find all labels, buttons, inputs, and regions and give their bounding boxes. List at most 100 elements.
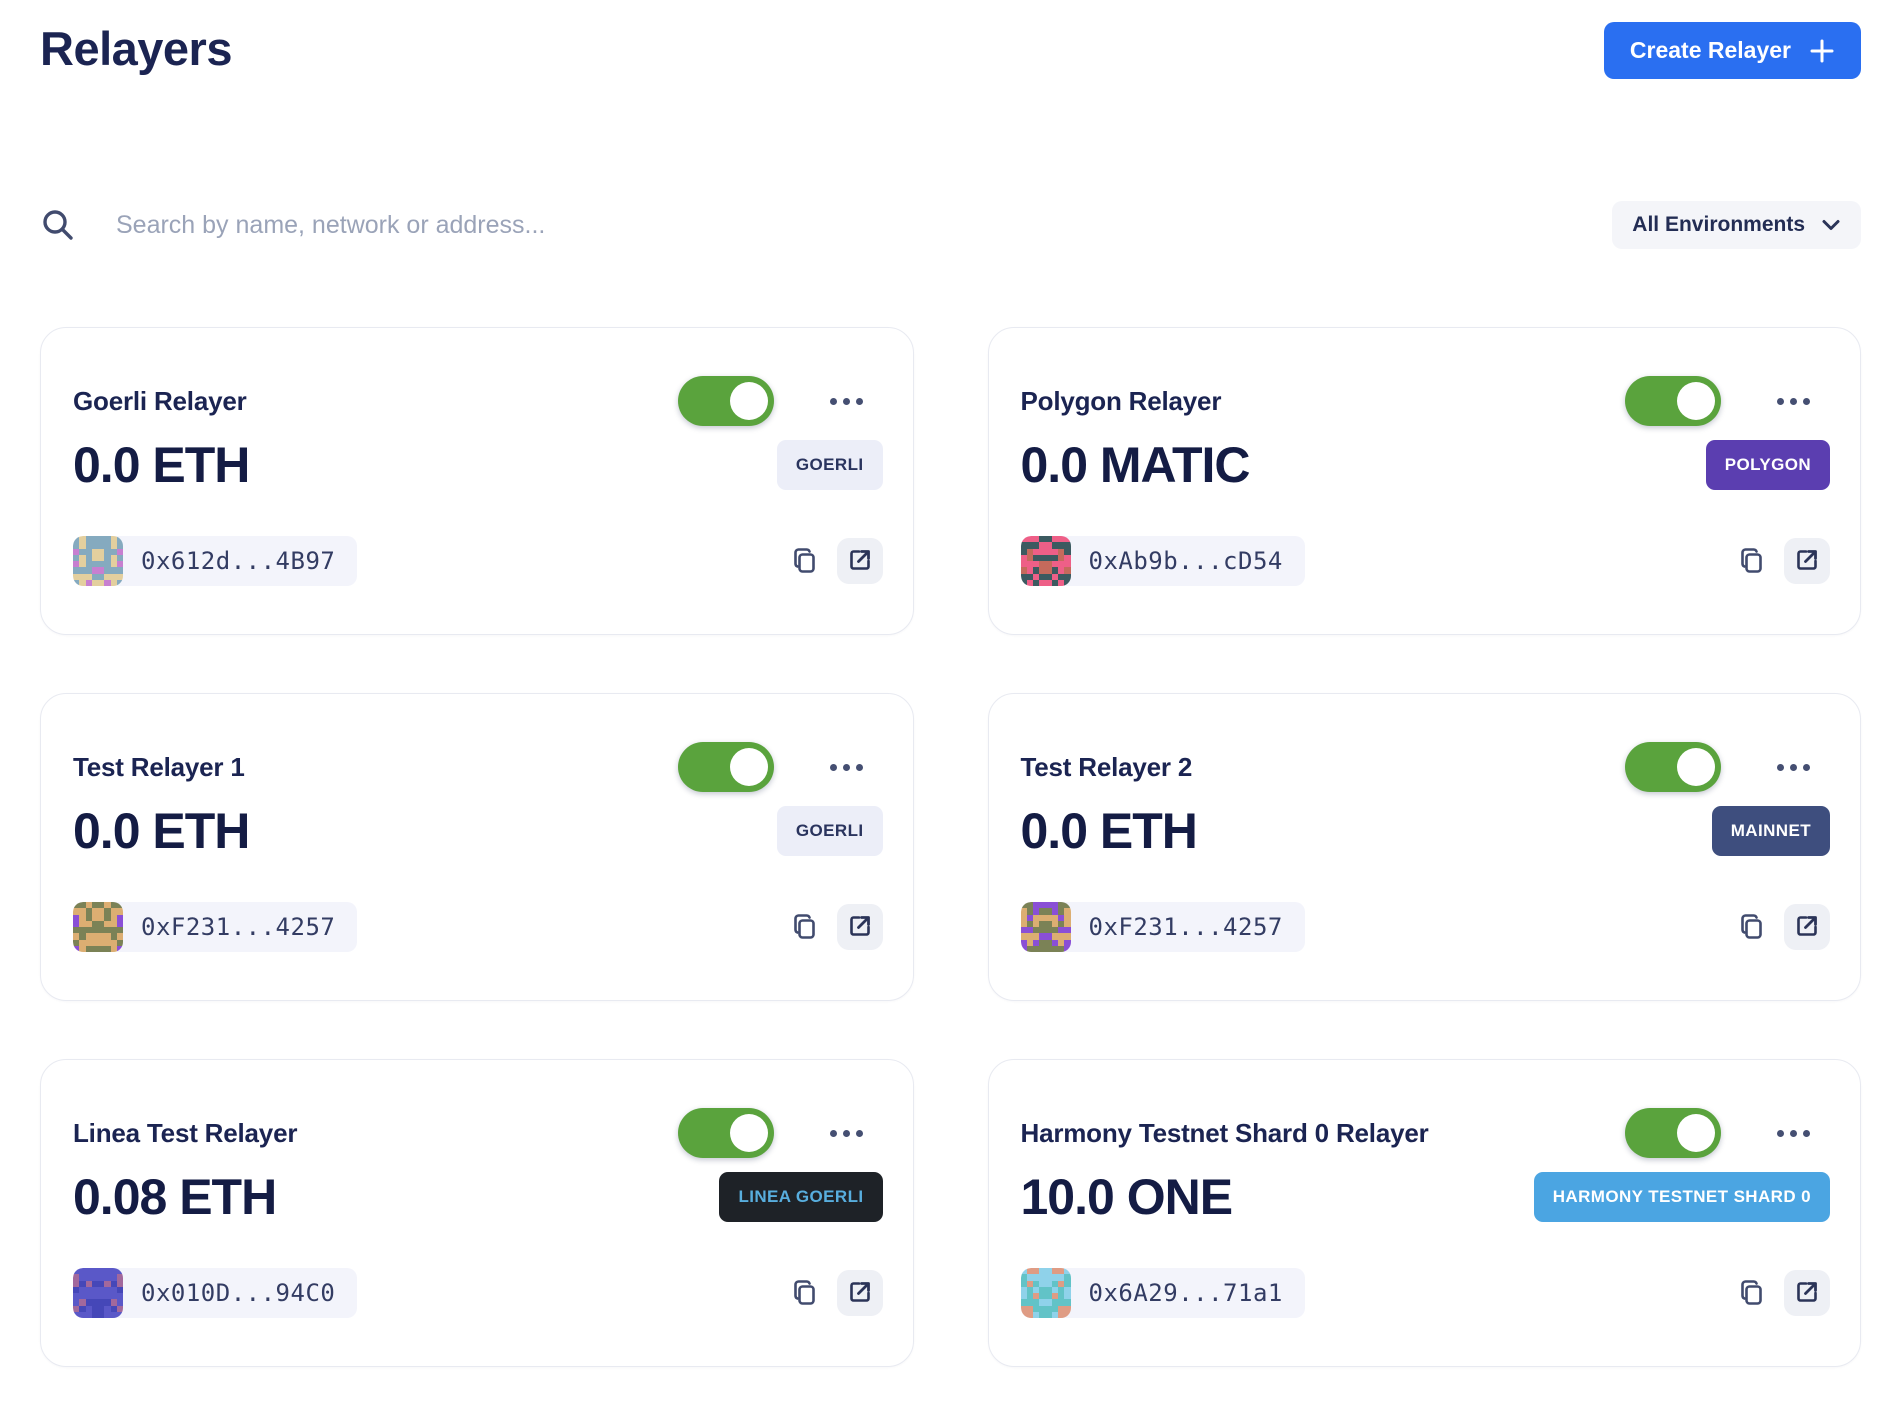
relayer-enabled-toggle[interactable] xyxy=(1625,742,1721,792)
card-address-row: 0xAb9b...cD54 xyxy=(1020,536,1830,586)
toggle-knob xyxy=(729,1114,768,1152)
toggle-knob xyxy=(1677,1114,1715,1152)
external-link-icon xyxy=(1794,547,1820,576)
card-header-row: Linea Test Relayer xyxy=(73,1108,883,1158)
external-link-icon xyxy=(847,1279,873,1308)
card-address-row: 0x6A29...71a1 xyxy=(1020,1268,1830,1318)
relayer-name: Goerli Relayer xyxy=(73,385,247,416)
card-header-row: Test Relayer 2 xyxy=(1021,742,1831,792)
identicon xyxy=(1020,1268,1071,1318)
toggle-knob xyxy=(729,382,768,420)
ellipsis-menu-icon[interactable] xyxy=(1777,758,1810,777)
network-badge: HARMONY TESTNET SHARD 0 xyxy=(1533,1172,1830,1222)
relayer-address: 0x612d...4B97 xyxy=(141,547,336,575)
identicon xyxy=(1020,536,1071,586)
card-controls xyxy=(677,1108,883,1158)
card-controls xyxy=(1625,742,1830,792)
relayer-name: Test Relayer 2 xyxy=(1020,751,1193,782)
open-external-button[interactable] xyxy=(1784,904,1830,950)
external-link-icon xyxy=(847,913,873,942)
relayer-enabled-toggle[interactable] xyxy=(677,742,774,792)
network-badge: LINEA GOERLI xyxy=(719,1172,883,1222)
card-controls xyxy=(677,742,883,792)
environment-filter-select[interactable]: All Environments xyxy=(1612,201,1861,249)
card-header-row: Goerli Relayer xyxy=(73,376,883,426)
ellipsis-menu-icon[interactable] xyxy=(1777,1124,1810,1143)
card-balance-row: 0.0 ETH GOERLI xyxy=(73,796,883,866)
identicon xyxy=(1020,902,1071,952)
relayer-enabled-toggle[interactable] xyxy=(1625,1108,1721,1158)
card-address-row: 0xF231...4257 xyxy=(1020,902,1830,952)
relayer-grid: Goerli Relayer 0.0 ETH GOERLI 0x612d...4… xyxy=(40,327,1861,1367)
create-relayer-button-label: Create Relayer xyxy=(1629,37,1791,63)
card-address-row: 0x010D...94C0 xyxy=(73,1268,883,1318)
relayer-balance: 0.0 ETH xyxy=(73,803,250,859)
ellipsis-menu-icon[interactable] xyxy=(1777,392,1810,411)
address-pill: 0x010D...94C0 xyxy=(73,1268,358,1318)
card-balance-row: 0.0 ETH GOERLI xyxy=(73,430,883,500)
copy-icon xyxy=(1738,1278,1766,1309)
relayer-card: Test Relayer 1 0.0 ETH GOERLI 0xF231...4… xyxy=(40,693,914,1001)
address-actions xyxy=(1738,1270,1830,1316)
relayer-balance: 0.0 ETH xyxy=(1020,803,1198,859)
open-external-button[interactable] xyxy=(1784,538,1830,584)
relayer-enabled-toggle[interactable] xyxy=(1625,376,1721,426)
card-header-row: Test Relayer 1 xyxy=(73,742,883,792)
relayer-balance: 0.0 MATIC xyxy=(1020,437,1251,493)
relayer-name: Test Relayer 1 xyxy=(73,751,245,782)
network-badge: GOERLI xyxy=(776,440,883,490)
search-bar xyxy=(40,207,1572,243)
copy-address-button[interactable] xyxy=(791,546,819,577)
toggle-knob xyxy=(729,748,768,786)
environment-filter-value: All Environments xyxy=(1632,213,1805,236)
card-header-row: Polygon Relayer xyxy=(1021,376,1831,426)
relayer-enabled-toggle[interactable] xyxy=(677,1108,774,1158)
copy-address-button[interactable] xyxy=(1738,1278,1766,1309)
ellipsis-menu-icon[interactable] xyxy=(829,1124,863,1143)
copy-icon xyxy=(791,1278,819,1309)
chevron-down-icon xyxy=(1821,218,1841,232)
card-balance-row: 0.0 MATIC POLYGON xyxy=(1020,430,1830,500)
identicon xyxy=(73,1268,123,1318)
identicon xyxy=(73,902,123,952)
search-input[interactable] xyxy=(116,210,1036,240)
external-link-icon xyxy=(1794,913,1820,942)
relayer-balance: 0.0 ETH xyxy=(73,437,250,493)
relayer-address: 0xAb9b...cD54 xyxy=(1088,547,1283,575)
search-icon xyxy=(40,207,76,243)
card-balance-row: 10.0 ONE HARMONY TESTNET SHARD 0 xyxy=(1021,1162,1830,1232)
relayer-card: Goerli Relayer 0.0 ETH GOERLI 0x612d...4… xyxy=(40,327,914,635)
open-external-button[interactable] xyxy=(836,538,883,584)
copy-address-button[interactable] xyxy=(791,1278,819,1309)
relayer-name: Linea Test Relayer xyxy=(73,1117,298,1148)
open-external-button[interactable] xyxy=(836,1270,883,1316)
address-pill: 0x612d...4B97 xyxy=(73,536,358,586)
create-relayer-button[interactable]: Create Relayer xyxy=(1603,22,1861,79)
open-external-button[interactable] xyxy=(836,904,883,950)
ellipsis-menu-icon[interactable] xyxy=(829,392,863,411)
relayer-address: 0x010D...94C0 xyxy=(141,1279,336,1307)
copy-address-button[interactable] xyxy=(791,912,819,943)
relayer-card: Test Relayer 2 0.0 ETH MAINNET 0xF231...… xyxy=(987,693,1861,1001)
page-header: Relayers Create Relayer xyxy=(40,22,1861,79)
relayer-card: Linea Test Relayer 0.08 ETH LINEA GOERLI… xyxy=(40,1059,914,1367)
copy-icon xyxy=(1738,546,1766,577)
network-badge: GOERLI xyxy=(776,806,883,856)
identicon xyxy=(73,536,123,586)
card-controls xyxy=(1625,1108,1830,1158)
card-controls xyxy=(677,376,883,426)
relayer-balance: 0.08 ETH xyxy=(73,1169,277,1225)
ellipsis-menu-icon[interactable] xyxy=(829,758,863,777)
relayer-card: Harmony Testnet Shard 0 Relayer 10.0 ONE… xyxy=(987,1059,1861,1367)
address-pill: 0xAb9b...cD54 xyxy=(1020,536,1305,586)
card-address-row: 0xF231...4257 xyxy=(73,902,883,952)
toggle-knob xyxy=(1677,748,1715,786)
copy-icon xyxy=(791,912,819,943)
copy-address-button[interactable] xyxy=(1738,912,1766,943)
external-link-icon xyxy=(1794,1279,1820,1308)
card-address-row: 0x612d...4B97 xyxy=(73,536,883,586)
address-pill: 0xF231...4257 xyxy=(73,902,358,952)
copy-address-button[interactable] xyxy=(1738,546,1766,577)
open-external-button[interactable] xyxy=(1784,1270,1830,1316)
relayer-enabled-toggle[interactable] xyxy=(677,376,774,426)
